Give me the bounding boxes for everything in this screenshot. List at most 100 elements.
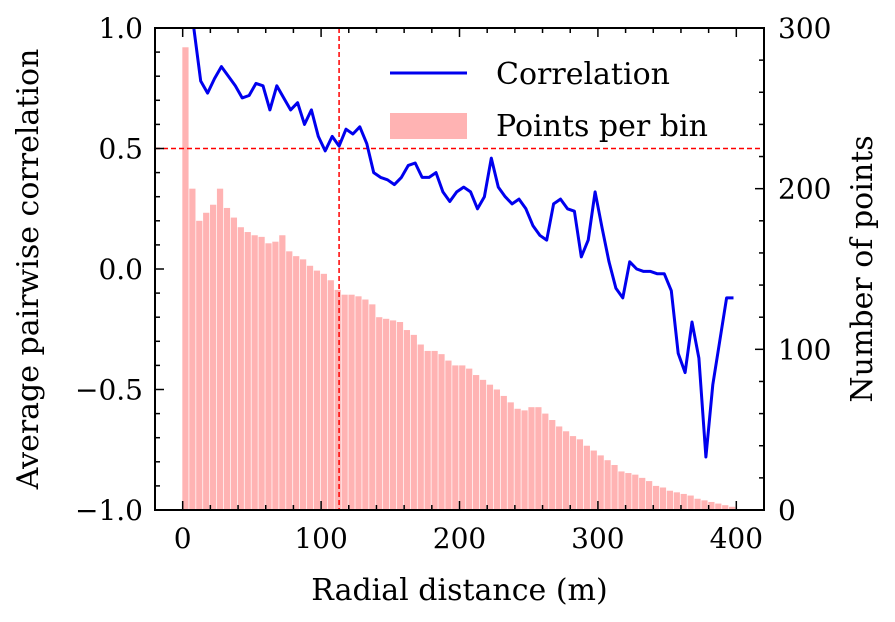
bar-47 xyxy=(507,402,514,510)
bar-16 xyxy=(293,256,300,510)
bar-41 xyxy=(466,368,473,510)
bar-67 xyxy=(646,481,653,510)
bar-53 xyxy=(549,420,556,510)
bar-34 xyxy=(417,344,424,510)
bar-22 xyxy=(334,289,341,510)
y-axis-left-title: Average pairwise correlation xyxy=(11,49,46,491)
legend-label-points-per-bin: Points per bin xyxy=(496,109,708,144)
y-right-tick-label: 300 xyxy=(778,12,831,45)
bar-33 xyxy=(410,334,417,510)
bar-44 xyxy=(486,384,494,510)
bar-12 xyxy=(265,243,272,510)
bar-31 xyxy=(396,322,404,510)
y-right-tick-label: 200 xyxy=(778,173,831,206)
x-tick-label: 200 xyxy=(433,522,486,555)
bar-39 xyxy=(452,365,459,510)
bar-76 xyxy=(708,501,715,510)
bar-72 xyxy=(680,493,687,510)
bar-64 xyxy=(625,473,632,510)
bar-23 xyxy=(341,294,348,510)
legend-swatch-points-per-bin xyxy=(390,113,467,139)
y-right-tick-label: 0 xyxy=(778,494,796,527)
bar-59 xyxy=(590,450,597,510)
bar-25 xyxy=(355,296,362,510)
bar-27 xyxy=(369,304,376,510)
bar-14 xyxy=(279,235,286,510)
bar-8 xyxy=(237,227,244,510)
x-tick-label: 300 xyxy=(571,522,624,555)
bar-71 xyxy=(673,492,680,510)
bar-55 xyxy=(562,431,570,510)
bar-49 xyxy=(521,410,528,510)
bar-3 xyxy=(203,212,210,510)
bar-2 xyxy=(196,220,203,511)
bar-26 xyxy=(362,299,369,510)
bar-18 xyxy=(306,265,314,510)
bar-56 xyxy=(569,436,577,510)
correlation-line-layer xyxy=(192,28,734,459)
bar-45 xyxy=(493,389,500,510)
bar-58 xyxy=(583,445,590,510)
y-left-tick-label: 0.5 xyxy=(98,133,143,166)
bar-62 xyxy=(611,465,618,510)
y-left-tick-label: −1.0 xyxy=(75,494,143,527)
bar-60 xyxy=(597,455,604,510)
y-left-tick-label: −0.5 xyxy=(75,374,143,407)
bars-layer xyxy=(182,47,736,511)
bar-43 xyxy=(479,379,487,510)
bar-15 xyxy=(286,251,293,510)
axis-tick-labels: 0 100 200 300 400 −1.0 −0.5 0.0 0.5 1.0 0 100 200 300 xyxy=(75,12,831,555)
bar-63 xyxy=(618,471,625,510)
bar-57 xyxy=(576,439,584,510)
bar-51 xyxy=(535,407,542,510)
bar-77 xyxy=(715,503,722,510)
axis-ticks xyxy=(154,27,765,511)
bar-52 xyxy=(542,413,549,510)
bar-66 xyxy=(639,477,646,510)
bar-69 xyxy=(659,487,667,510)
bar-37 xyxy=(438,354,445,510)
bar-73 xyxy=(687,495,694,510)
bar-29 xyxy=(383,318,390,510)
bar-40 xyxy=(459,365,466,510)
x-tick-label: 100 xyxy=(294,522,347,555)
y-left-tick-label: 0.0 xyxy=(98,253,143,286)
bar-30 xyxy=(389,320,397,510)
y-right-tick-label: 100 xyxy=(778,333,831,366)
bar-9 xyxy=(244,232,251,510)
x-axis-title: Radial distance (m) xyxy=(311,573,607,608)
x-tick-label: 0 xyxy=(174,522,192,555)
bar-50 xyxy=(528,407,535,510)
bar-54 xyxy=(556,426,563,510)
bar-21 xyxy=(327,280,334,510)
bar-70 xyxy=(666,490,673,510)
bar-13 xyxy=(272,241,279,511)
bar-0 xyxy=(182,47,189,510)
bar-17 xyxy=(299,259,307,510)
bar-46 xyxy=(500,395,507,510)
bar-20 xyxy=(320,273,327,510)
reference-lines xyxy=(155,28,764,510)
bar-65 xyxy=(632,474,639,510)
y-left-tick-label: 1.0 xyxy=(98,12,143,45)
y-axis-right-title: Number of points xyxy=(845,135,880,402)
bar-32 xyxy=(403,330,411,510)
bar-35 xyxy=(424,350,431,510)
bar-74 xyxy=(694,498,701,510)
bar-79 xyxy=(729,506,736,510)
bar-36 xyxy=(431,350,438,510)
bar-42 xyxy=(472,375,480,510)
bar-6 xyxy=(223,207,231,511)
bar-5 xyxy=(216,188,224,510)
bar-78 xyxy=(722,505,729,510)
bar-75 xyxy=(701,500,708,510)
bar-4 xyxy=(210,204,217,510)
bar-7 xyxy=(230,217,238,510)
series-line-correlation xyxy=(192,28,734,459)
bar-10 xyxy=(251,235,258,510)
bar-61 xyxy=(604,460,611,510)
bar-19 xyxy=(313,270,321,510)
bar-1 xyxy=(189,188,196,510)
x-tick-label: 400 xyxy=(710,522,763,555)
